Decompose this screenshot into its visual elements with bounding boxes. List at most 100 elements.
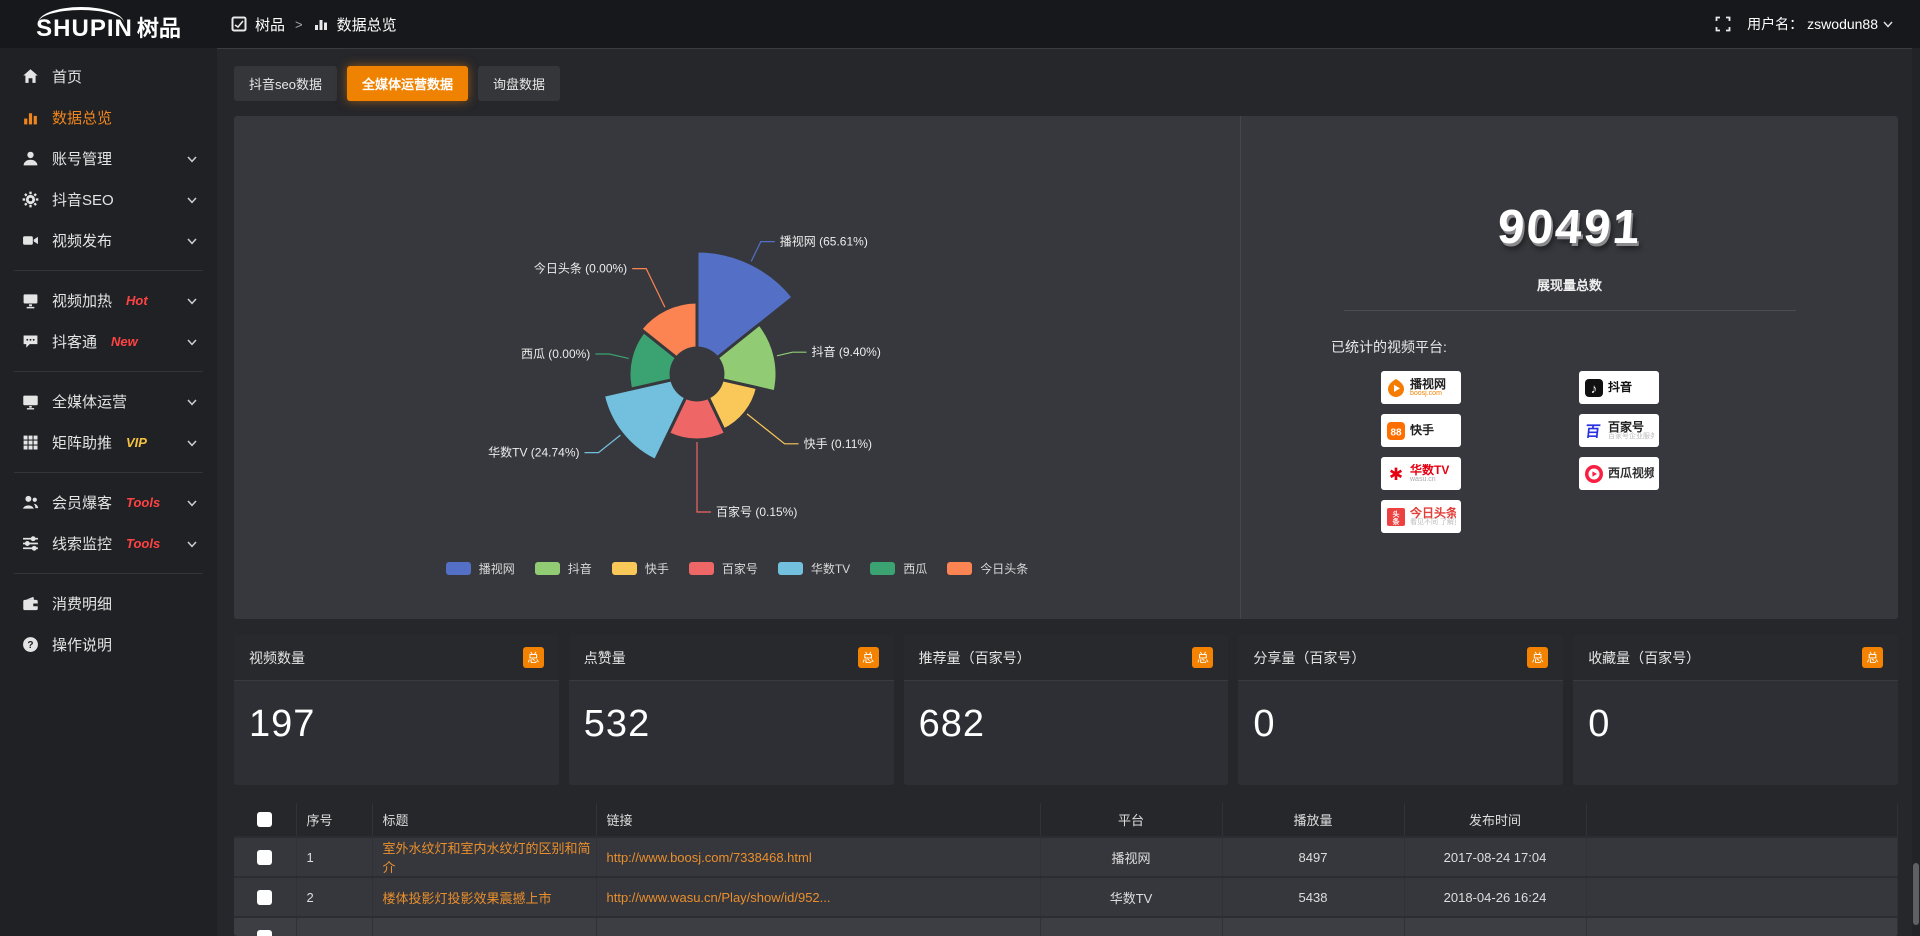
sidebar-item-消费明细[interactable]: 消费明细: [0, 583, 217, 624]
user-icon: [22, 150, 39, 167]
platform-name: 今日头条: [1410, 506, 1456, 520]
stat-card-title: 推荐量（百家号）: [918, 649, 1031, 666]
cell-plays: 8497: [1222, 836, 1405, 877]
sidebar-item-账号管理[interactable]: 账号管理: [0, 138, 217, 179]
topbar-right: 用户名： zswodun88: [1715, 14, 1920, 34]
breadcrumb-separator: >: [295, 16, 303, 32]
legend-item-西瓜[interactable]: 西瓜: [870, 560, 927, 577]
total-badge[interactable]: 总: [1192, 647, 1214, 668]
chevron-down-icon: [185, 234, 199, 248]
legend-item-百家号[interactable]: 百家号: [688, 560, 758, 577]
video-title[interactable]: 室外水纹灯和室内水纹灯的区别和简介: [372, 836, 597, 877]
sidebar-item-矩阵助推[interactable]: 矩阵助推 VIP: [0, 422, 217, 463]
column-header-标题: 标题: [372, 803, 597, 837]
pie-label-西瓜: 西瓜 (0.00%): [521, 347, 590, 361]
sidebar-item-首页[interactable]: 首页: [0, 56, 217, 97]
sidebar-item-视频发布[interactable]: 视频发布: [0, 220, 217, 261]
topbar: SHUPIN 树品 树品 > 数据总览 用户名： zswodun88: [0, 0, 1920, 48]
platform-badge-抖音[interactable]: ♪ 抖音: [1579, 371, 1659, 404]
platform-badge-华数TV[interactable]: ✱ 华数TV wasu.cn: [1381, 457, 1461, 490]
pie-slice-快手[interactable]: [706, 378, 760, 432]
summary-divider: [1343, 310, 1796, 311]
sidebar-item-label: 线索监控: [52, 536, 113, 553]
platform-badge-播视网[interactable]: 播视网 boosj.com: [1381, 371, 1461, 404]
sidebar-item-label: 数据总览: [52, 110, 113, 127]
video-title[interactable]: 楼体投影灯投影效果震撼上市: [372, 876, 597, 917]
user-menu[interactable]: 用户名： zswodun88: [1747, 14, 1894, 34]
video-link[interactable]: http://www.wasu.cn/Play/show/id/952...: [596, 876, 1041, 917]
pie-label-今日头条: 今日头条 (0.00%): [534, 261, 627, 276]
row-checkbox[interactable]: [257, 889, 273, 905]
sidebar-divider: [14, 270, 203, 271]
total-badge[interactable]: 总: [1527, 647, 1549, 668]
pie-slice-今日头条[interactable]: [638, 300, 699, 360]
platform-badge-西瓜视频[interactable]: 西瓜视频: [1579, 457, 1659, 490]
stat-card-title: 分享量（百家号）: [1253, 649, 1366, 666]
sidebar-nav: 首页数据总览账号管理抖音SEO 视频发布视频加热 Hot 抖客通 New 全媒体运营 矩阵助…: [0, 56, 217, 665]
legend-item-播视网[interactable]: 播视网: [445, 560, 515, 577]
legend-item-今日头条[interactable]: 今日头条: [947, 560, 1028, 577]
breadcrumb-current[interactable]: 数据总览: [336, 16, 397, 34]
table-row-partial: [234, 916, 1898, 936]
row-checkbox[interactable]: [257, 930, 273, 936]
sidebar-item-badge: New: [111, 334, 138, 349]
legend-item-快手[interactable]: 快手: [611, 560, 669, 577]
rose-pie-chart[interactable]: 播视网 (65.61%) 抖音 (9.40%) 快手 (0.11%) 百家号 (0.1…: [234, 126, 1240, 556]
tab-全媒体运营数据[interactable]: 全媒体运营数据: [346, 66, 468, 101]
stat-card-value: 682: [918, 703, 985, 745]
kuaishou-icon: 88: [1386, 421, 1406, 441]
pie-label-line: [595, 353, 629, 359]
platform-badge-百家号[interactable]: 百百家号百家号企业服务平台: [1579, 414, 1659, 447]
tab-抖音seo数据[interactable]: 抖音seo数据: [234, 66, 337, 101]
sidebar-item-badge: Tools: [126, 495, 161, 510]
breadcrumb-root[interactable]: 树品: [255, 16, 286, 34]
tab-询盘数据[interactable]: 询盘数据: [477, 66, 560, 101]
sidebar-item-操作说明[interactable]: ? 操作说明: [0, 624, 217, 665]
stat-card-header: 推荐量（百家号） 总: [903, 635, 1229, 681]
row-checkbox[interactable]: [257, 849, 273, 865]
stat-card-title: 收藏量（百家号）: [1588, 649, 1701, 666]
pie-slice-百家号[interactable]: [666, 395, 728, 442]
select-all-checkbox[interactable]: [257, 812, 273, 827]
platform-badge-快手[interactable]: 88 快手: [1381, 414, 1461, 447]
pie-slice-华数TV[interactable]: [601, 378, 688, 463]
total-badge[interactable]: 总: [522, 647, 544, 668]
scrollbar-thumb[interactable]: [1913, 863, 1919, 925]
chevron-down-icon: [185, 152, 199, 166]
legend-item-抖音[interactable]: 抖音: [534, 560, 592, 577]
legend-label: 百家号: [721, 562, 758, 576]
sidebar-item-视频加热[interactable]: 视频加热 Hot: [0, 280, 217, 321]
sidebar-item-全媒体运营[interactable]: 全媒体运营: [0, 381, 217, 422]
video-icon: [22, 232, 39, 249]
video-link[interactable]: http://www.boosj.com/7338468.html: [596, 836, 1041, 877]
stat-card-title: 视频数量: [249, 649, 305, 666]
sidebar-item-数据总览[interactable]: 数据总览: [0, 97, 217, 138]
chevron-down-icon: [185, 294, 199, 308]
legend-label: 华数TV: [810, 562, 851, 576]
stat-card-点赞量: 点赞量 总 532: [568, 635, 894, 785]
sidebar-item-抖音SEO[interactable]: 抖音SEO: [0, 179, 217, 220]
app-logo: SHUPIN 树品: [0, 5, 217, 43]
pie-slice-西瓜[interactable]: [627, 329, 679, 391]
sidebar-item-会员爆客[interactable]: 会员爆客 Tools: [0, 482, 217, 523]
platform-name: 快手: [1410, 424, 1435, 437]
pie-slice-播视网[interactable]: [695, 249, 796, 360]
total-badge[interactable]: 总: [1861, 647, 1883, 668]
total-badge[interactable]: 总: [857, 647, 879, 668]
sidebar-item-线索监控[interactable]: 线索监控 Tools: [0, 523, 217, 564]
sidebar-item-label: 账号管理: [52, 151, 113, 168]
stat-card-分享量（百家号）: 分享量（百家号） 总 0: [1238, 635, 1564, 785]
legend-item-华数TV[interactable]: 华数TV: [777, 560, 851, 577]
legend-label: 西瓜: [903, 562, 928, 576]
platform-name: 抖音: [1608, 381, 1633, 394]
stat-card-收藏量（百家号）: 收藏量（百家号） 总 0: [1573, 635, 1898, 785]
total-impressions-value: 90491: [1495, 201, 1644, 254]
sidebar-item-抖客通[interactable]: 抖客通 New: [0, 321, 217, 362]
column-header-平台: 平台: [1040, 803, 1223, 837]
chevron-down-icon: [185, 436, 199, 450]
sidebar-item-label: 会员爆客: [52, 495, 113, 512]
legend-label: 快手: [644, 562, 669, 576]
pie-slice-抖音[interactable]: [715, 321, 779, 394]
fullscreen-icon[interactable]: [1715, 16, 1731, 32]
